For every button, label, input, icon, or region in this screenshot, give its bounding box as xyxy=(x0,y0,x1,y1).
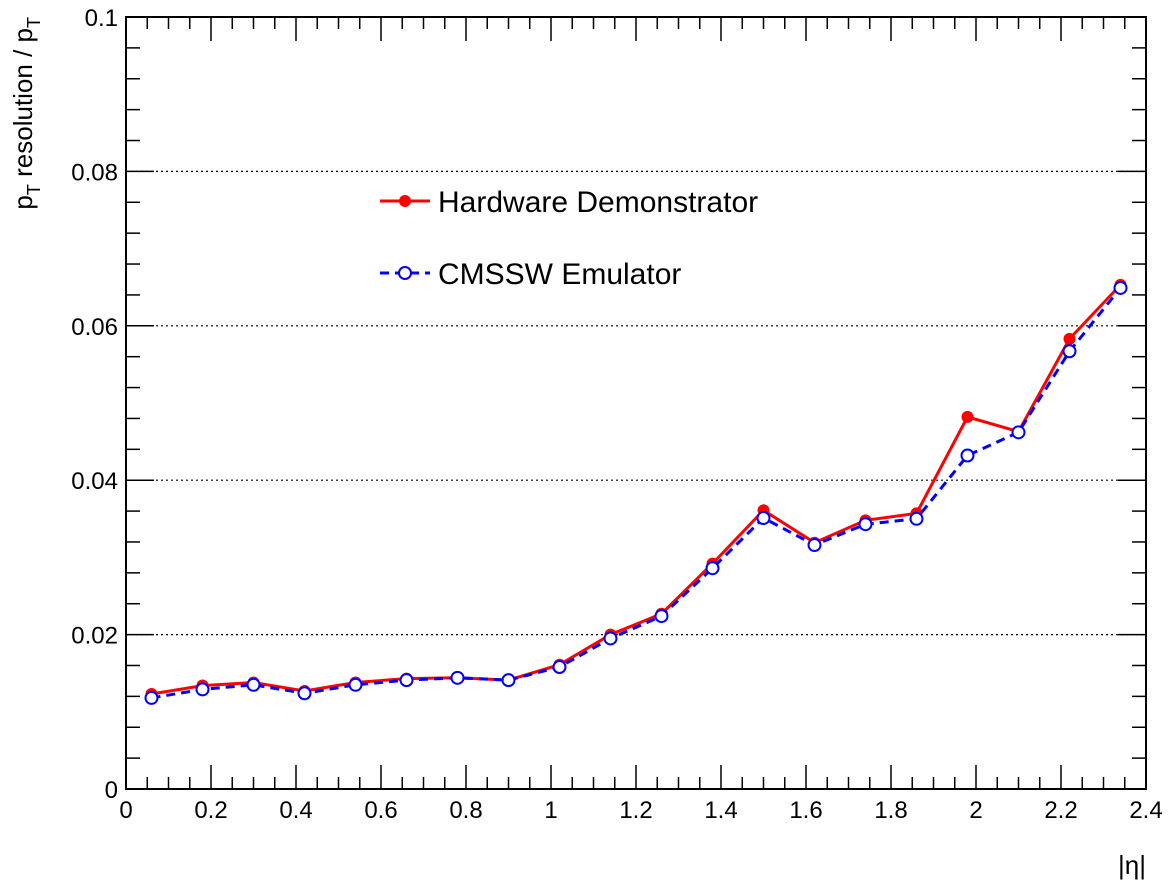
data-point-emulator xyxy=(399,673,414,688)
series-line-emulator xyxy=(151,287,1122,700)
tick-label-layer: 0 0.2 0.4 0.6 0.8 1 1.2 1.4 1.6 1.8 2 2.2 2.4 0 0.02 0.… xyxy=(71,5,1162,824)
series-layer xyxy=(144,278,1128,705)
y-title-mid: resolution / xyxy=(8,42,38,184)
x-tick-label-4: 0.8 xyxy=(449,797,482,824)
x-axis-title: |η| xyxy=(1118,850,1146,880)
series-line-hardware xyxy=(151,283,1122,696)
data-point-emulator xyxy=(501,673,516,688)
legend-marker-emulator xyxy=(398,266,412,280)
y-tick-label-4: 0.08 xyxy=(71,159,118,186)
data-point-emulator xyxy=(1011,425,1026,440)
legend: Hardware Demonstrator CMSSW Emulator xyxy=(380,186,758,291)
y-tick-label-3: 0.06 xyxy=(71,314,118,341)
x-tick-label-10: 2 xyxy=(969,797,982,824)
data-point-emulator xyxy=(450,670,465,685)
data-point-emulator xyxy=(144,690,159,705)
series-hardware xyxy=(145,278,1127,701)
x-tick-label-9: 1.8 xyxy=(874,797,907,824)
y-tick-label-5: 0.1 xyxy=(85,5,118,32)
data-point-emulator xyxy=(705,561,720,576)
plot-frame xyxy=(125,16,1147,790)
x-tick-label-12: 2.4 xyxy=(1129,797,1162,824)
legend-label-hardware: Hardware Demonstrator xyxy=(438,186,758,219)
x-tick-label-1: 0.2 xyxy=(194,797,227,824)
y-tick-label-1: 0.02 xyxy=(71,623,118,650)
x-tick-label-5: 1 xyxy=(544,797,557,824)
data-point-emulator xyxy=(195,682,210,697)
x-tick-label-6: 1.2 xyxy=(619,797,652,824)
data-point-emulator xyxy=(246,677,261,692)
data-point-emulator xyxy=(807,538,822,553)
data-point-emulator xyxy=(654,609,669,624)
data-point-emulator xyxy=(1113,280,1128,295)
data-point-emulator xyxy=(756,511,771,526)
data-point-emulator xyxy=(552,660,567,675)
data-point-emulator xyxy=(603,631,618,646)
tick-layer xyxy=(125,16,1147,790)
data-point-hardware xyxy=(961,410,974,423)
series-emulator xyxy=(144,280,1128,705)
x-tick-label-0: 0 xyxy=(119,797,132,824)
x-tick-label-7: 1.4 xyxy=(704,797,737,824)
y-tick-label-2: 0.04 xyxy=(71,468,118,495)
legend-marker-hardware xyxy=(399,195,411,207)
data-point-emulator xyxy=(297,686,312,701)
data-point-hardware xyxy=(1063,332,1076,345)
y-title-sub-t2: T xyxy=(24,17,44,28)
legend-label-emulator: CMSSW Emulator xyxy=(438,258,681,291)
y-title-p2: p xyxy=(8,28,38,42)
x-tick-label-2: 0.4 xyxy=(279,797,312,824)
y-title-sub-t: T xyxy=(24,184,44,195)
y-title-p: p xyxy=(8,195,38,209)
data-point-emulator xyxy=(348,677,363,692)
grid-layer xyxy=(126,170,1146,636)
y-tick-label-0: 0 xyxy=(105,777,118,804)
data-point-emulator xyxy=(960,448,975,463)
x-tick-label-11: 2.2 xyxy=(1044,797,1077,824)
x-tick-label-3: 0.6 xyxy=(364,797,397,824)
x-tick-label-8: 1.6 xyxy=(789,797,822,824)
data-point-emulator xyxy=(909,511,924,526)
y-axis-title: pT resolution / pT xyxy=(8,17,44,210)
data-point-emulator xyxy=(858,517,873,532)
data-point-emulator xyxy=(1062,344,1077,359)
